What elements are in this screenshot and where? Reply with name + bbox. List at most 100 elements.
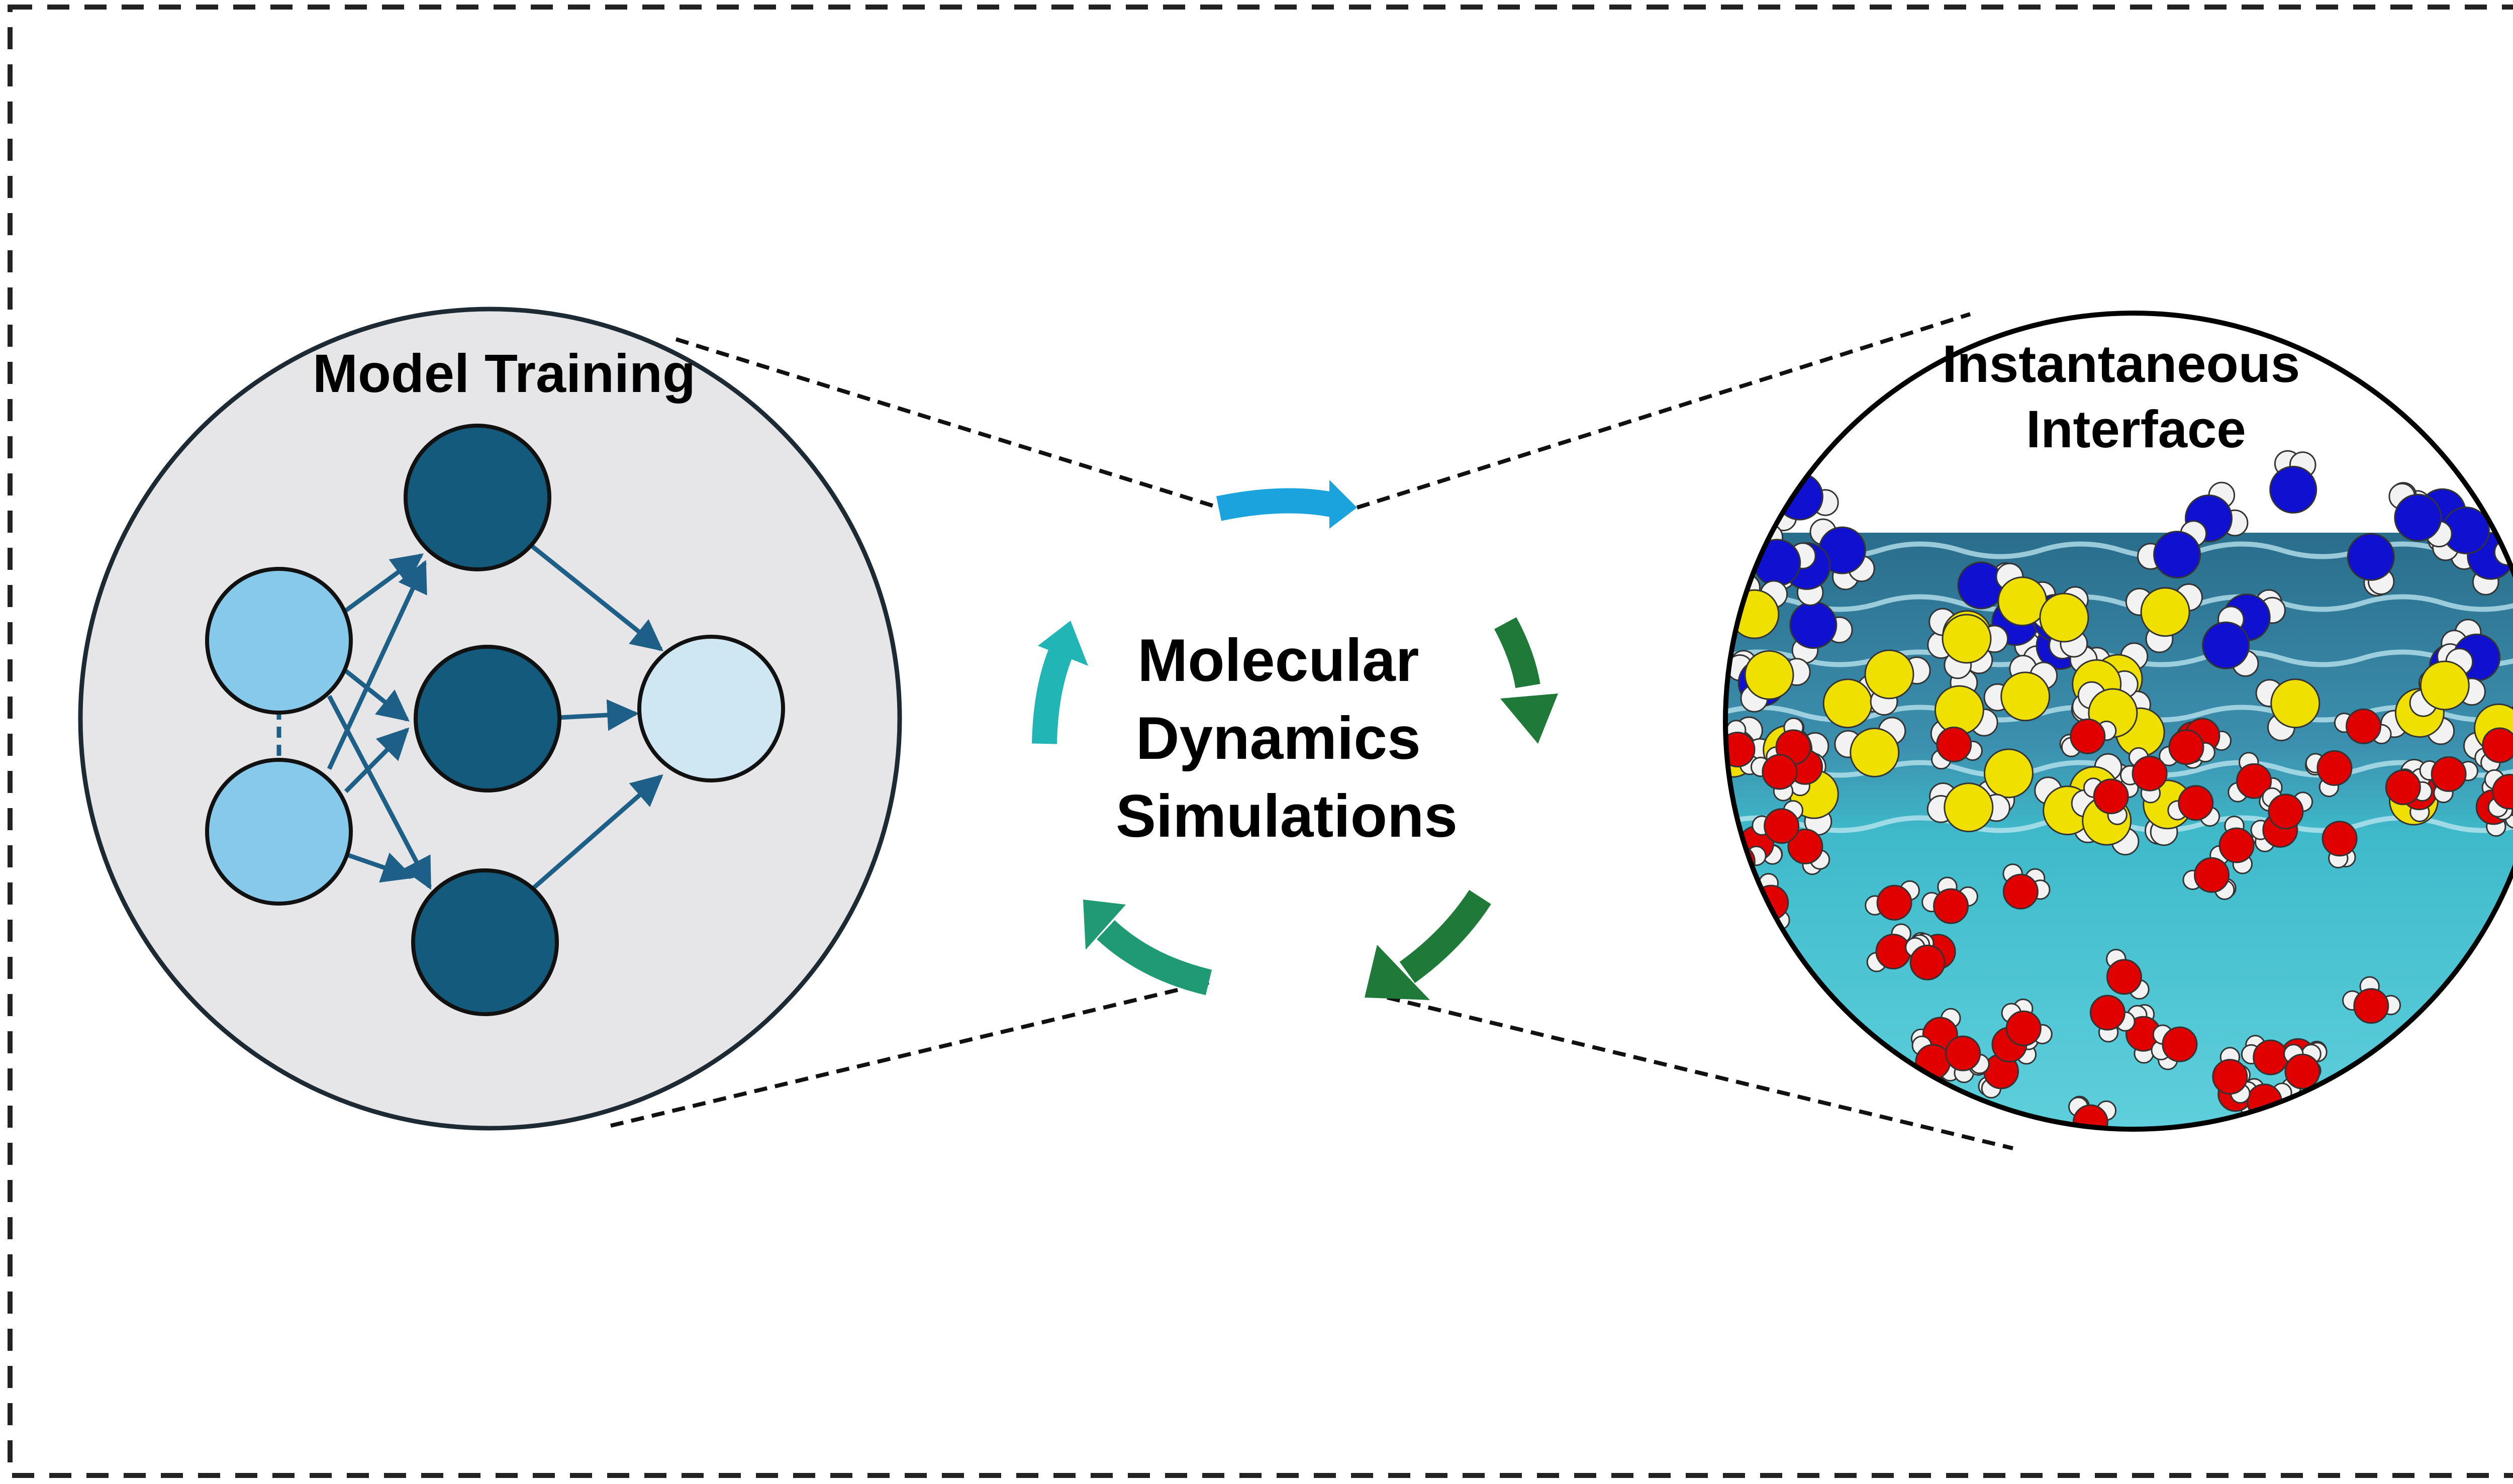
instantaneous-interface-panel: Instantaneous Interface bbox=[1692, 311, 2513, 1132]
sulfur-atom bbox=[2270, 678, 2321, 729]
sulfur-atom bbox=[2420, 660, 2470, 711]
oxygen-atom bbox=[2316, 750, 2353, 786]
oxygen-atom bbox=[2093, 778, 2129, 815]
oxygen-atom bbox=[1764, 808, 1800, 844]
sulfur-atom bbox=[1822, 678, 1873, 729]
oxygen-atom bbox=[1762, 754, 1798, 790]
oxygen-atom bbox=[2425, 1071, 2461, 1108]
sulfur-atom bbox=[1744, 650, 1794, 700]
oxygen-atom bbox=[2162, 1026, 2198, 1062]
hidden-node bbox=[404, 424, 551, 571]
oxygen-atom bbox=[1775, 1033, 1811, 1069]
oxygen-atom bbox=[1933, 888, 1969, 924]
nitrogen-atom bbox=[1731, 452, 1780, 501]
nitrogen-atom bbox=[2394, 493, 2442, 542]
hydrogen-atom bbox=[1742, 489, 1769, 517]
nitrogen-atom bbox=[2269, 465, 2317, 514]
cycle-arrows-icon: Molecular Dynamics Simulations bbox=[1032, 480, 1558, 1000]
hydrogen-atom bbox=[1861, 1061, 1882, 1082]
nitrogen-atom bbox=[1753, 539, 1801, 587]
hydrogen-atom bbox=[1935, 1090, 1956, 1110]
dashed-border bbox=[8, 5, 2513, 1478]
center-label-line-1: Molecular bbox=[1137, 627, 1419, 694]
center-label-line-2: Dynamics bbox=[1136, 705, 1421, 772]
sulfur-atom bbox=[1997, 576, 2048, 627]
oxygen-atom bbox=[2502, 1004, 2513, 1040]
hydrogen-atom bbox=[1769, 1055, 1790, 1076]
network-edges bbox=[276, 541, 663, 892]
nitrogen-atom bbox=[2347, 533, 2395, 581]
cycle-arrow-right-top-head bbox=[1500, 694, 1558, 744]
sulfur-atom bbox=[1864, 649, 1914, 700]
oxygen-atom bbox=[1743, 923, 1779, 959]
sulfur-atom bbox=[1942, 614, 1992, 664]
hydrogen-atom bbox=[1692, 739, 1718, 766]
oxygen-atom bbox=[2132, 755, 2168, 792]
oxygen-atom bbox=[1945, 1035, 1981, 1071]
cycle-arrow-right-bottom-head bbox=[1365, 945, 1430, 1000]
oxygen-atom bbox=[1751, 963, 1787, 999]
oxygen-atom bbox=[2284, 1053, 2321, 1090]
model-training-panel: Model Training bbox=[78, 307, 902, 1131]
sulfur-atom bbox=[2039, 592, 2089, 643]
oxygen-atom bbox=[2212, 1059, 2248, 1095]
oxygen-atom bbox=[2353, 988, 2389, 1024]
oxygen-atom bbox=[1787, 828, 1823, 864]
hydrogen-atom bbox=[2506, 993, 2513, 1013]
cycle-arrow-right-top bbox=[1494, 617, 1540, 688]
oxygen-atom bbox=[2322, 821, 2358, 857]
molecular-snapshot-icon bbox=[1692, 450, 2513, 1129]
hidden-node bbox=[414, 645, 561, 793]
oxygen-atom bbox=[1875, 934, 1911, 969]
center-label: Molecular Dynamics Simulations bbox=[1116, 627, 1458, 850]
nitrogen-atom bbox=[2153, 531, 2201, 579]
sulfur-atom bbox=[2140, 587, 2190, 637]
oxygen-atom bbox=[2253, 1039, 2289, 1075]
hydrogen-atom bbox=[2478, 1020, 2499, 1041]
oxygen-atom bbox=[2072, 1104, 2108, 1129]
neural-network-icon bbox=[205, 424, 785, 1016]
hydrogen-atom bbox=[1768, 459, 1796, 486]
oxygen-atom bbox=[1863, 1071, 1899, 1107]
oxygen-atom bbox=[2268, 794, 2304, 830]
sulfur-atom bbox=[1944, 782, 1994, 833]
hydrogen-atom bbox=[1727, 550, 1755, 577]
hydrogen-atom bbox=[2505, 1022, 2513, 1043]
oxygen-atom bbox=[1753, 884, 1789, 921]
hydrogen-atom bbox=[1935, 1096, 1955, 1117]
hydrogen-atom bbox=[1750, 1104, 1771, 1124]
cycle-arrow-top bbox=[1216, 488, 1337, 521]
hydrogen-atom bbox=[1775, 1070, 1796, 1092]
oxygen-atom bbox=[2005, 1010, 2042, 1046]
oxygen-atom bbox=[2194, 857, 2230, 893]
zoom-connector-lines bbox=[610, 312, 2013, 1150]
center-label-line-3: Simulations bbox=[1116, 782, 1458, 850]
nitrogen-atom bbox=[1957, 561, 2005, 610]
cycle-arrow-right-bottom bbox=[1399, 889, 1491, 983]
hydrogen-atom bbox=[1742, 1024, 1763, 1045]
cycle-arrow-bottom-left-head bbox=[1083, 900, 1126, 950]
oxygen-atom bbox=[1876, 884, 1912, 921]
interface-title-line-1: Instantaneous bbox=[1943, 335, 2300, 393]
oxygen-atom bbox=[1907, 1092, 1944, 1128]
nitrogen-atom bbox=[2202, 621, 2250, 669]
hydrogen-atom bbox=[1801, 1019, 1822, 1039]
oxygen-atom bbox=[2431, 756, 2467, 792]
oxygen-atom bbox=[2178, 785, 2214, 821]
oxygen-atom bbox=[2218, 827, 2255, 863]
hydrogen-atom bbox=[2431, 1099, 2452, 1120]
oxygen-atom bbox=[2492, 773, 2513, 810]
hydrogen-atom bbox=[2499, 996, 2513, 1017]
oxygen-atom bbox=[2168, 729, 2204, 765]
hydrogen-atom bbox=[1782, 1021, 1803, 1042]
hydrogen-atom bbox=[1741, 1106, 1762, 1126]
oxygen-atom bbox=[2236, 763, 2272, 799]
hydrogen-atom bbox=[1731, 935, 1752, 956]
cycle-arrow-left bbox=[1032, 648, 1073, 744]
hydrogen-atom bbox=[2493, 467, 2513, 495]
cycle-arrow-bottom-left bbox=[1097, 920, 1212, 996]
oxygen-atom bbox=[1775, 1017, 1811, 1053]
hydrogen-atom bbox=[1854, 1069, 1874, 1090]
hydrogen-atom bbox=[1725, 497, 1753, 524]
